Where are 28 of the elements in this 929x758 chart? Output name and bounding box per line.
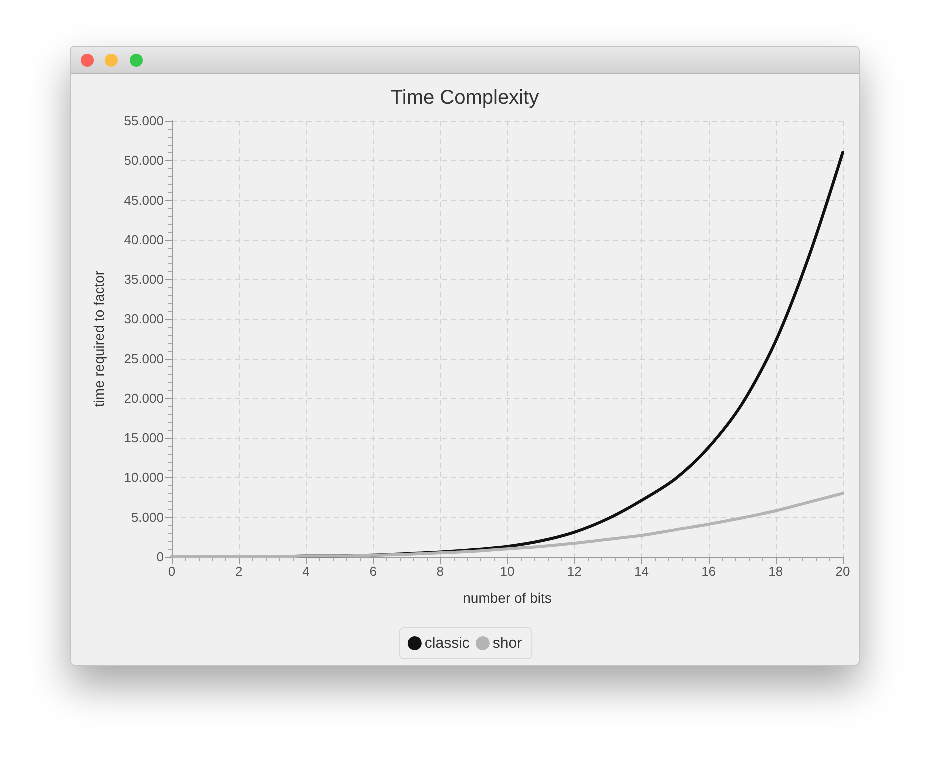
- x-tick-label: 6: [370, 564, 377, 579]
- y-axis-title: time required to factor: [91, 270, 107, 408]
- chart-title: Time Complexity: [390, 87, 540, 109]
- y-tick-label: 30.000: [124, 312, 164, 327]
- y-tick-label: 50.000: [124, 153, 164, 168]
- x-axis-title: number of bits: [463, 590, 552, 606]
- x-tick-label: 0: [168, 564, 176, 579]
- y-tick-label: 45.000: [124, 192, 164, 208]
- x-tick-label: 12: [567, 564, 582, 579]
- x-tick-label: 2: [235, 564, 243, 579]
- legend-label: classic: [424, 635, 470, 652]
- y-tick-label: 55.000: [124, 114, 164, 128]
- x-tick-label: 14: [634, 564, 649, 579]
- y-tick-label: 15.000: [124, 430, 164, 446]
- x-tick-label: 18: [768, 564, 784, 579]
- y-tick-label: 35.000: [124, 272, 164, 288]
- x-tick-label: 10: [500, 564, 515, 579]
- x-tick-label: 16: [702, 564, 716, 579]
- y-tick-label: 20.000: [124, 390, 164, 406]
- y-tick-label: 10.000: [124, 470, 164, 486]
- y-tick-label: 5.000: [131, 510, 164, 525]
- x-tick-label: 4: [302, 564, 310, 579]
- x-tick-label: 8: [436, 564, 444, 579]
- y-tick-label: 40.000: [124, 232, 164, 248]
- y-tick-label: 0: [156, 550, 164, 564]
- y-tick-label: 25.000: [124, 351, 164, 366]
- legend-label: shor: [492, 635, 522, 652]
- x-tick-label: 20: [836, 564, 850, 579]
